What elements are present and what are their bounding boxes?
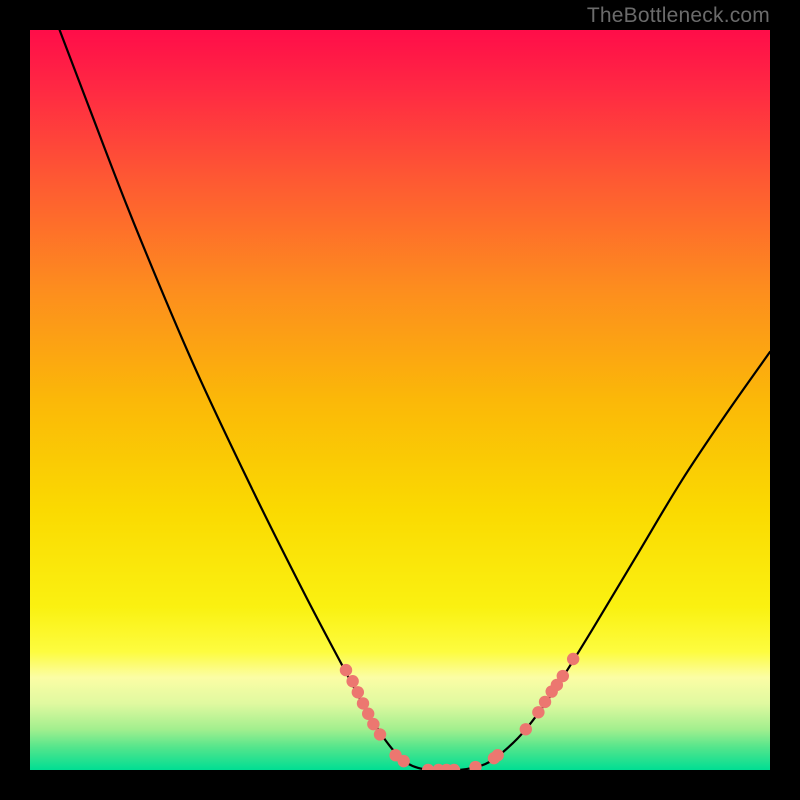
curve-dots: [340, 653, 580, 770]
curve-dot: [557, 670, 569, 682]
curve-dot: [491, 749, 503, 761]
curve-dot: [520, 723, 532, 735]
curve-dot: [367, 718, 379, 730]
curve-dot: [340, 664, 352, 676]
curve-layer: [30, 30, 770, 770]
curve-dot: [469, 761, 481, 770]
curve-dot: [346, 675, 358, 687]
curve-dot: [398, 755, 410, 767]
curve-dot: [374, 728, 386, 740]
curve-dot: [532, 706, 544, 718]
attribution-label: TheBottleneck.com: [587, 4, 770, 28]
curve-dot: [539, 696, 551, 708]
curve-dot: [352, 686, 364, 698]
bottleneck-curve: [60, 30, 770, 770]
chart-frame: TheBottleneck.com: [0, 0, 800, 800]
curve-dot: [567, 653, 579, 665]
plot-area: [30, 30, 770, 770]
